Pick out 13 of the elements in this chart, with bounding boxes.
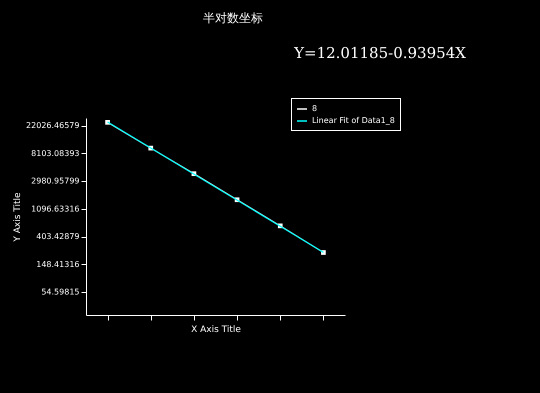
y-tick-label: 148.41316 bbox=[36, 260, 80, 269]
legend-label: 8 bbox=[312, 104, 318, 113]
x-axis-title: X Axis Title bbox=[191, 325, 242, 335]
y-tick-label: 403.42879 bbox=[36, 232, 80, 242]
y-tick-label: 54.59815 bbox=[41, 288, 80, 297]
legend-label: Linear Fit of Data1_8 bbox=[312, 116, 395, 125]
text: Y=12.01185-0.93954X bbox=[293, 44, 466, 62]
chart-title: 半对数坐标 bbox=[203, 11, 263, 25]
y-tick-label: 1096.63316 bbox=[31, 204, 80, 214]
y-tick-label: 8103.08393 bbox=[31, 148, 80, 158]
y-tick-label: 2980.95799 bbox=[31, 176, 80, 186]
y-axis-title: Y Axis Title bbox=[13, 192, 24, 243]
y-tick-label: 22026.46579 bbox=[26, 121, 80, 130]
